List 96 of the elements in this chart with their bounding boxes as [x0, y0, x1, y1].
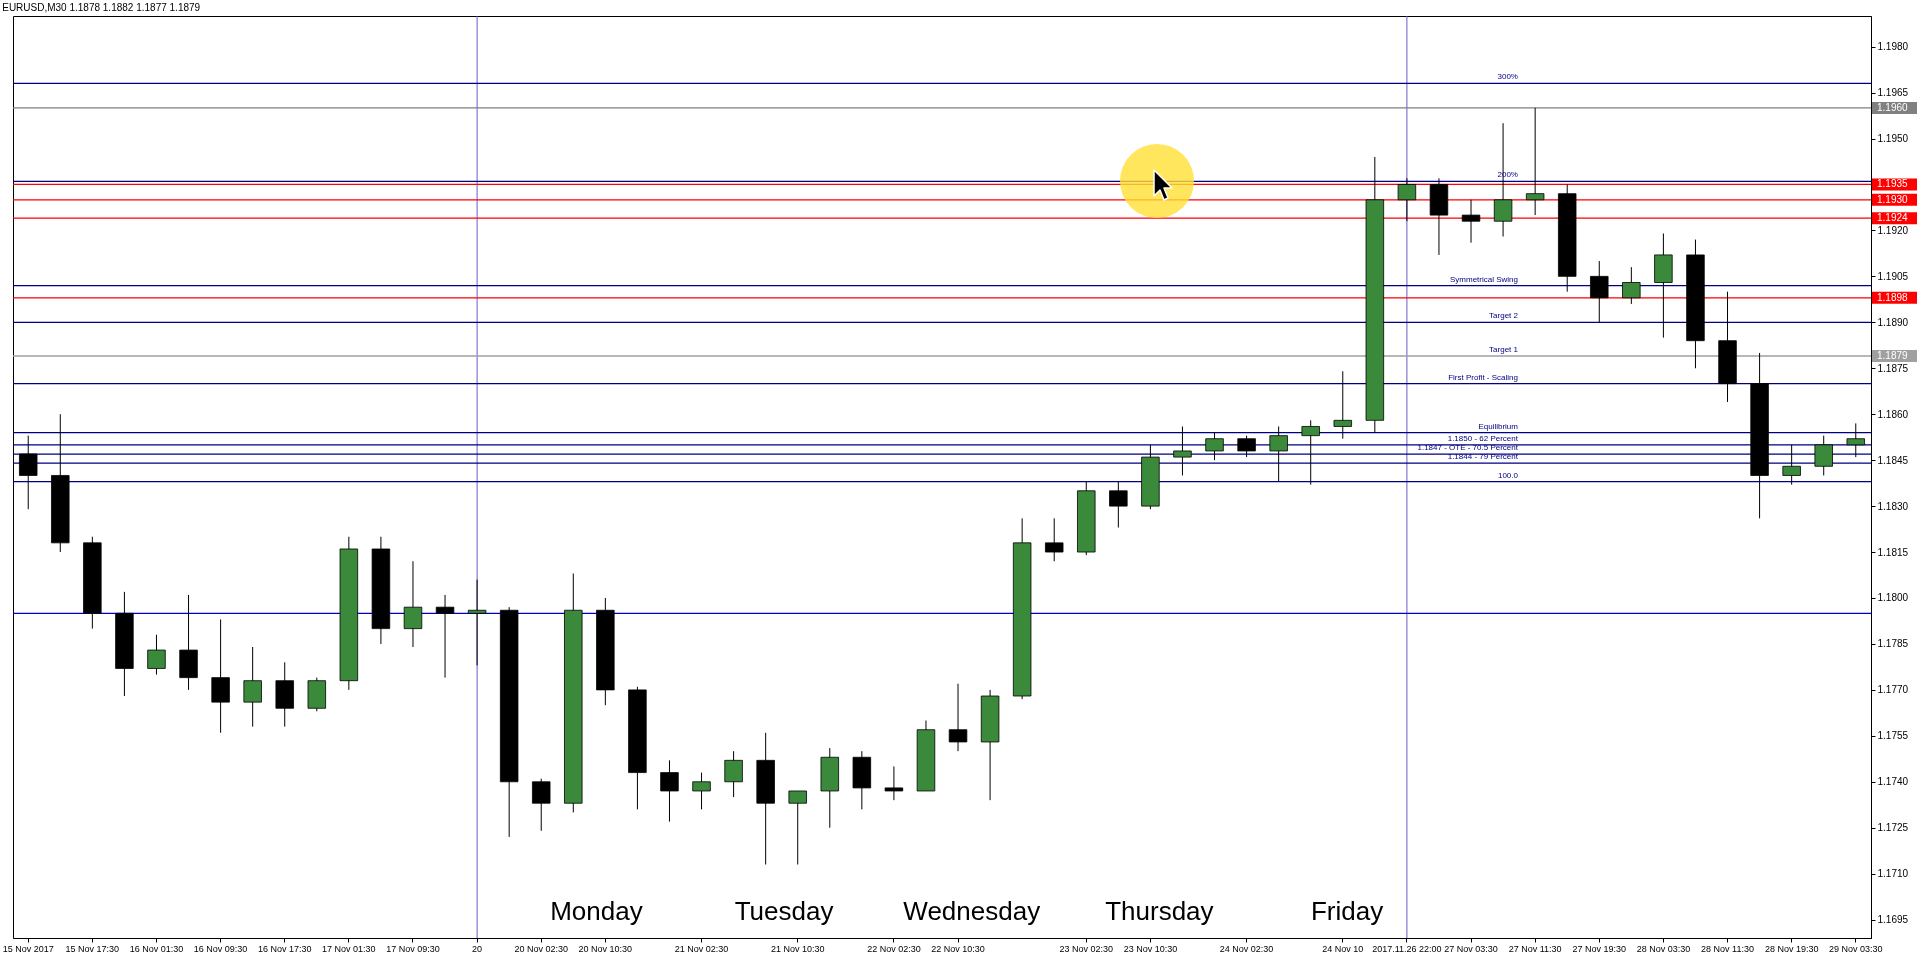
x-tick-label: 17 Nov 09:30 [386, 943, 440, 954]
y-tick-label: 1.1905 [1877, 270, 1909, 282]
candlestick [1269, 425, 1288, 483]
annotation: Friday [1310, 896, 1384, 926]
candlestick [1846, 422, 1865, 458]
candlestick [1782, 444, 1801, 486]
x-tick-label: 29 Nov 03:30 [1829, 943, 1883, 954]
chart-title: EURUSD,M30 1.1878 1.1882 1.1877 1.1879 [2, 1, 201, 13]
y-tick-label: 1.1755 [1877, 730, 1909, 742]
x-tick-label: 22 Nov 10:30 [931, 943, 985, 954]
annotation: Equilibrium [1478, 421, 1519, 431]
y-tick-label: 1.1845 [1877, 454, 1909, 466]
x-tick-label: 2017.11.26 22:00 [1372, 943, 1442, 954]
y-tick-label: 1.1980 [1877, 41, 1909, 53]
x-tick-label: 16 Nov 17:30 [257, 943, 312, 954]
y-tick-label: 1.1740 [1877, 776, 1909, 788]
candlestick [1301, 419, 1320, 486]
candlestick [788, 790, 807, 865]
candlestick [1397, 177, 1417, 222]
y-tick-label: 1.1860 [1877, 408, 1909, 420]
candlestick [1109, 481, 1128, 529]
annotation: Thursday [1105, 896, 1214, 926]
annotation: 300% [1497, 72, 1518, 82]
candlestick [532, 778, 551, 832]
annotation: 1.1844 - 79 Percent [1447, 452, 1519, 462]
candlestick [884, 765, 904, 801]
x-tick-label: 24 Nov 10 [1322, 943, 1364, 954]
annotation: 1.1850 - 62 Percent [1447, 433, 1519, 443]
y-tick-label: 1.1785 [1877, 638, 1909, 650]
y-tick-label: 1.1875 [1877, 362, 1909, 374]
y-tick-label: 1.1695 [1877, 914, 1909, 926]
candlestick [1525, 107, 1545, 216]
candlestick [243, 646, 262, 728]
annotation: Wednesday [903, 896, 1041, 926]
candlestick [435, 594, 455, 679]
x-tick-label: 22 Nov 02:30 [867, 943, 921, 954]
candlestick [724, 750, 743, 798]
ref-line-label: 1.1930 [1877, 193, 1909, 205]
candlestick [1333, 370, 1352, 440]
candlestick [1205, 432, 1224, 461]
x-tick-label: 15 Nov 17:30 [65, 943, 120, 954]
ref-line-label: 1.1935 [1877, 178, 1909, 190]
annotation: Target 1 [1489, 345, 1519, 355]
candlestick [1461, 199, 1481, 244]
candlestick [467, 579, 487, 666]
y-tick-label: 1.1890 [1877, 316, 1909, 328]
y-tick-label: 1.1965 [1877, 87, 1909, 99]
candlestick [147, 634, 166, 676]
y-tick-label: 1.1710 [1877, 868, 1909, 880]
candlestick [1173, 425, 1192, 476]
annotation: Tuesday [734, 896, 834, 926]
candlestick [1590, 260, 1609, 323]
y-tick-label: 1.1830 [1877, 500, 1909, 512]
x-tick-label: 28 Nov 19:30 [1764, 943, 1819, 954]
x-tick-label: 20 Nov 10:30 [578, 943, 633, 954]
x-tick-label: 28 Nov 03:30 [1636, 943, 1691, 954]
x-tick-label: 23 Nov 10:30 [1123, 943, 1178, 954]
y-tick-label: 1.1770 [1877, 684, 1909, 696]
x-tick-label: 21 Nov 02:30 [674, 943, 729, 954]
x-tick-label: 15 Nov 2017 [2, 943, 54, 954]
x-tick-label: 23 Nov 02:30 [1059, 943, 1114, 954]
y-tick-label: 1.1725 [1877, 822, 1909, 834]
candlestick [1237, 435, 1256, 458]
candlestick [19, 435, 38, 510]
ref-line-label: 1.1924 [1877, 212, 1909, 224]
annotation: 100.0 [1497, 470, 1519, 480]
y-tick-label: 1.1815 [1877, 546, 1909, 558]
x-tick-label: 21 Nov 10:30 [770, 943, 825, 954]
x-tick-label: 27 Nov 19:30 [1572, 943, 1627, 954]
x-tick-label: 16 Nov 09:30 [193, 943, 248, 954]
x-tick-label: 20 [472, 943, 483, 954]
candlestick [1622, 266, 1641, 305]
y-tick-label: 1.1800 [1877, 592, 1909, 604]
annotation: Monday [550, 896, 643, 926]
candlestick [1045, 517, 1064, 562]
x-tick-label: 27 Nov 11:30 [1508, 943, 1562, 954]
candlestick [692, 772, 711, 810]
candlestick [948, 683, 968, 752]
annotation: First Profit - Scaling [1448, 372, 1518, 382]
y-tick-label: 1.1950 [1877, 133, 1909, 145]
annotation: 1.1847 - OTE - 70.5 Percent [1417, 443, 1519, 453]
x-tick-label: 17 Nov 01:30 [322, 943, 376, 954]
ref-line-label: 1.1879 [1877, 350, 1909, 362]
ref-line-label: 1.1898 [1877, 291, 1909, 303]
candlestick [1814, 435, 1833, 476]
x-tick-label: 28 Nov 11:30 [1701, 943, 1754, 954]
ref-line-label: 1.1960 [1877, 101, 1909, 113]
annotation: Target 2 [1489, 311, 1519, 321]
candlestick [403, 560, 423, 648]
x-tick-label: 16 Nov 01:30 [129, 943, 184, 954]
x-tick-label: 20 Nov 02:30 [514, 943, 568, 954]
y-tick-label: 1.1920 [1877, 224, 1909, 236]
candlestick [660, 759, 679, 823]
x-tick-label: 27 Nov 03:30 [1444, 943, 1498, 954]
x-tick-label: 24 Nov 02:30 [1219, 943, 1274, 954]
annotation: Symmetrical Swing [1449, 274, 1518, 284]
